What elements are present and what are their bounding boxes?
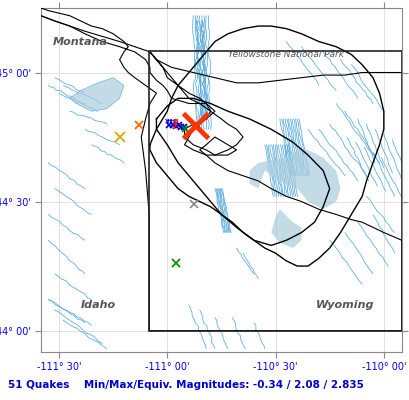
Text: B: B bbox=[173, 119, 178, 124]
Polygon shape bbox=[70, 78, 124, 111]
Text: H: H bbox=[169, 119, 175, 124]
Bar bbox=[149, 51, 401, 330]
Polygon shape bbox=[270, 209, 301, 248]
Text: Montana: Montana bbox=[53, 36, 108, 46]
Text: Wyoming: Wyoming bbox=[315, 300, 373, 310]
Text: 51 Quakes    Min/Max/Equiv. Magnitudes: -0.34 / 2.08 / 2.835: 51 Quakes Min/Max/Equiv. Magnitudes: -0.… bbox=[8, 380, 363, 390]
Text: Idaho: Idaho bbox=[80, 300, 115, 310]
Polygon shape bbox=[249, 150, 340, 209]
Text: Yellowstone National Park: Yellowstone National Park bbox=[228, 50, 344, 59]
Text: H: H bbox=[166, 119, 172, 124]
Text: Y: Y bbox=[164, 119, 168, 124]
